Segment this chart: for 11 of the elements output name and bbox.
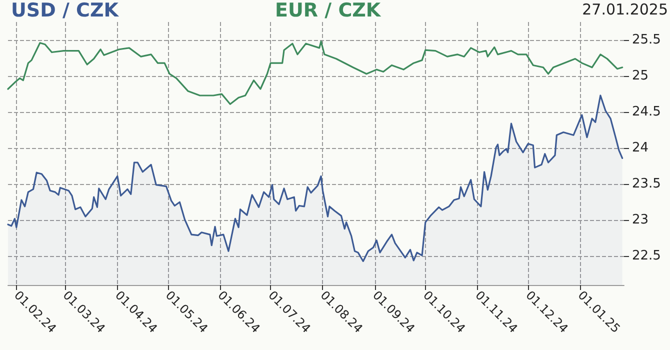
series-label: EUR / CZK [275, 0, 382, 22]
y-tick-label: 25.5 [632, 32, 661, 48]
y-tick-label: 23 [632, 212, 649, 228]
text: USD / CZK [11, 0, 120, 22]
y-tick-label: 25 [632, 68, 649, 84]
y-tick-label: 24 [632, 140, 649, 156]
text: 27.01.2025 [582, 0, 668, 18]
y-tick-label: 23.5 [632, 176, 661, 192]
y-tick-label: 22.5 [632, 248, 661, 264]
line-series [7, 40, 624, 105]
y-tick-label: 24.5 [632, 104, 661, 120]
